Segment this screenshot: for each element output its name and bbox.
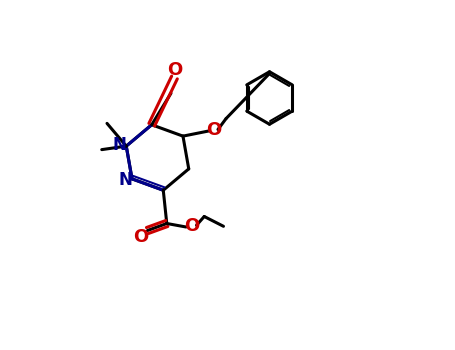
Text: O: O — [133, 228, 148, 246]
Text: O: O — [206, 121, 222, 139]
Text: O: O — [184, 217, 199, 235]
Text: N: N — [119, 171, 133, 189]
Text: N: N — [112, 136, 126, 154]
Text: O: O — [167, 61, 182, 79]
